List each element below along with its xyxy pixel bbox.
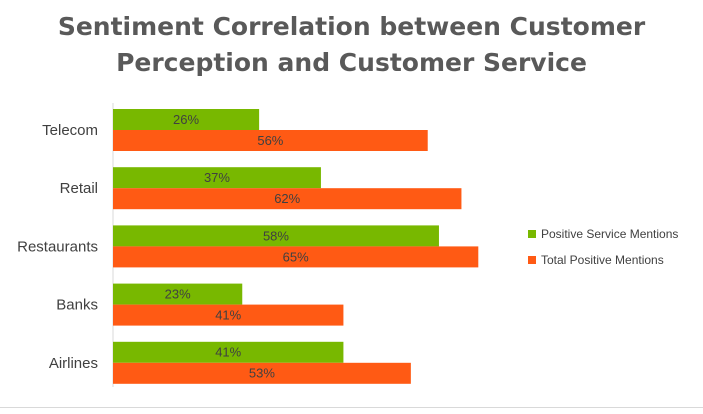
legend-swatch-positive-service [528,230,536,238]
category-label-restaurants: Restaurants [17,238,98,255]
data-label-restaurants-series-1: 65% [283,249,309,264]
data-label-airlines-series-1: 53% [249,366,275,381]
category-label-airlines: Airlines [49,355,98,372]
bar-restaurants-series-1 [113,246,479,268]
data-label-retail-series-0: 37% [204,170,230,185]
data-label-banks-series-0: 23% [165,287,191,302]
legend-label-positive-service: Positive Service Mentions [541,227,679,241]
chart-title-line-1: Sentiment Correlation between Customer [57,12,646,41]
data-label-telecom-series-1: 56% [257,133,283,148]
legend: Positive Service Mentions Total Positive… [528,224,678,276]
category-label-retail: Retail [60,180,98,197]
bar-telecom-series-1 [113,130,428,151]
bar-restaurants-series-0 [113,225,439,247]
bar-airlines-series-0 [113,341,344,363]
category-label-banks: Banks [56,297,98,314]
bar-banks-series-1 [113,304,344,326]
bar-telecom-series-0 [113,109,260,130]
bar-banks-series-0 [113,283,243,305]
data-label-restaurants-series-0: 58% [263,228,289,243]
bar-retail-series-1 [113,188,462,210]
category-label-telecom: Telecom [42,122,98,139]
chart-title-line-2: Perception and Customer Service [116,48,587,77]
data-label-retail-series-1: 62% [274,191,300,206]
legend-item-total-positive: Total Positive Mentions [528,250,678,270]
legend-swatch-total-positive [528,256,536,264]
data-label-telecom-series-0: 26% [173,112,199,127]
legend-item-positive-service: Positive Service Mentions [528,224,678,244]
data-label-banks-series-1: 41% [215,308,241,323]
legend-label-total-positive: Total Positive Mentions [541,253,664,267]
bar-retail-series-0 [113,167,321,189]
data-label-airlines-series-0: 41% [215,345,241,360]
bottom-divider [0,407,703,408]
bar-airlines-series-1 [113,362,411,384]
